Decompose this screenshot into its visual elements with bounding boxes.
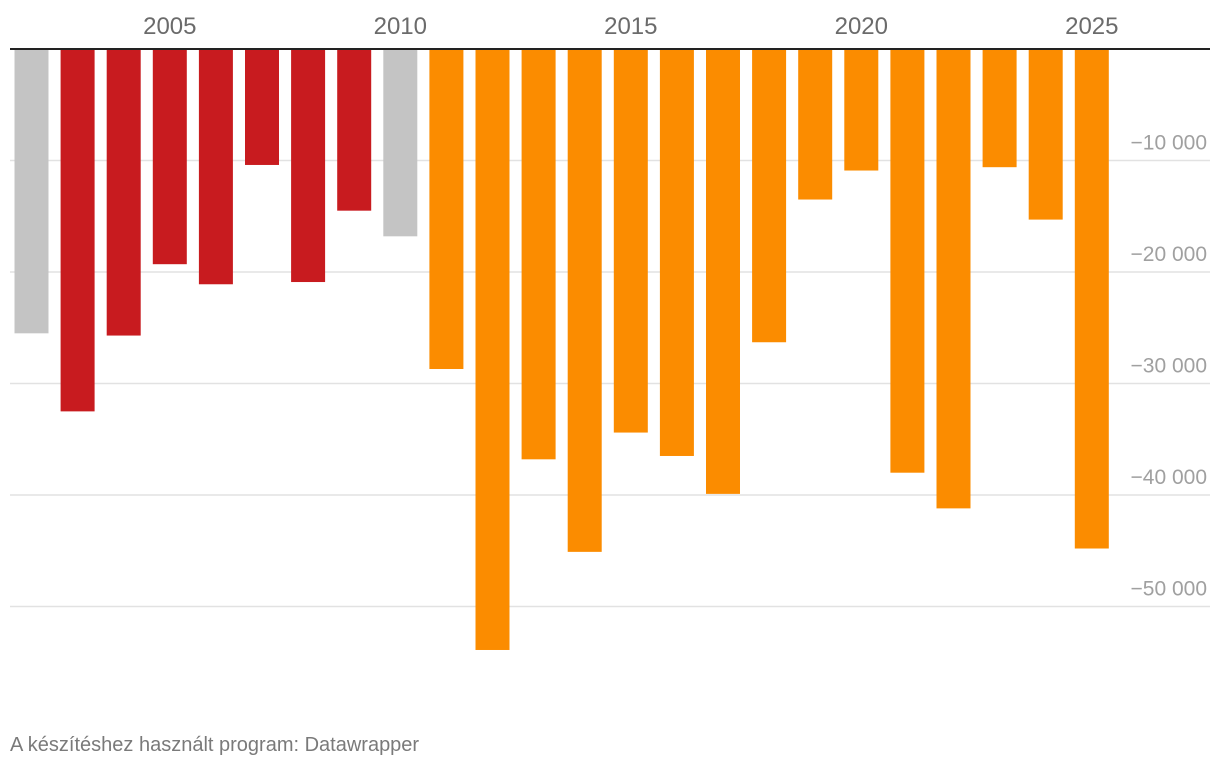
bar-2013 [521, 49, 556, 460]
y-tick-label: −40 000 [1131, 466, 1208, 489]
y-axis-ticks: −10 000 −20 000 −30 000 −40 000 −50 000 [1131, 132, 1208, 601]
bar-2014 [567, 49, 602, 552]
bar-chart: 2005 2010 2015 2020 2025 −10 000 −20 000 −30 0… [10, 13, 1210, 650]
bar-2011 [429, 49, 464, 370]
bar-2009 [337, 49, 372, 211]
y-tick-label: −10 000 [1131, 132, 1208, 155]
bar-2003 [60, 49, 95, 412]
x-tick-label: 2010 [374, 13, 427, 40]
bar-2002 [14, 49, 49, 334]
y-tick-label: −50 000 [1131, 578, 1208, 601]
bar-2015 [613, 49, 648, 433]
bar-2008 [291, 49, 326, 283]
bar-2006 [198, 49, 233, 285]
gridlines [10, 159, 1210, 608]
bar-2018 [752, 49, 787, 343]
bar-2005 [152, 49, 187, 265]
bar-2021 [890, 49, 925, 473]
x-tick-label: 2025 [1065, 13, 1118, 40]
x-tick-label: 2005 [143, 13, 196, 40]
bar-2007 [245, 49, 279, 165]
bar-2010 [383, 49, 418, 237]
y-tick-label: −30 000 [1131, 355, 1208, 378]
bar-2023 [982, 49, 1017, 168]
x-tick-label: 2020 [835, 13, 888, 40]
source-credit: A készítéshez használt program: Datawrap… [10, 734, 420, 756]
bar-2012 [475, 49, 510, 650]
x-axis-ticks: 2005 2010 2015 2020 2025 [143, 13, 1118, 40]
bar-2019 [798, 49, 833, 200]
bar-2016 [659, 49, 694, 456]
bar-2004 [106, 49, 141, 336]
y-tick-label: −20 000 [1131, 243, 1208, 266]
x-tick-label: 2015 [604, 13, 657, 40]
bar-2022 [936, 49, 971, 509]
bar-2025 [1074, 49, 1109, 549]
bar-2017 [706, 49, 740, 494]
bar-2020 [844, 49, 879, 171]
bar-2024 [1028, 49, 1063, 220]
bars [14, 49, 1109, 650]
